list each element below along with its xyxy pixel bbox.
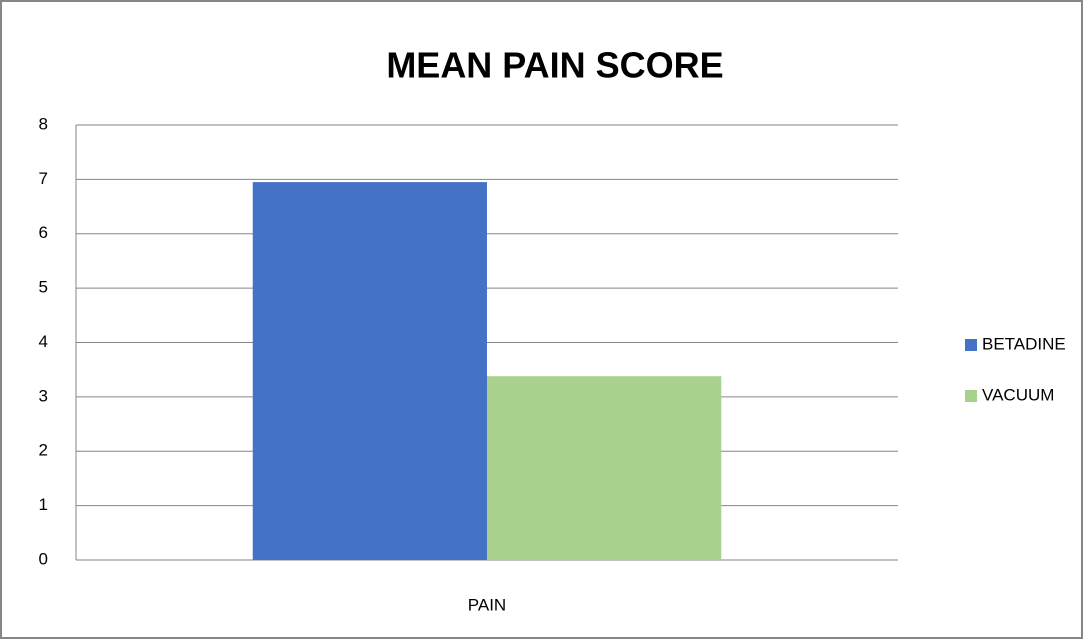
y-tick-label: 4 <box>39 332 48 351</box>
y-tick-label: 2 <box>39 441 48 460</box>
y-tick-label: 5 <box>39 278 48 297</box>
y-tick-label: 8 <box>39 114 48 133</box>
y-tick-label: 3 <box>39 386 48 405</box>
y-tick-label: 0 <box>39 549 48 568</box>
legend-label: VACUUM <box>982 385 1054 404</box>
bar <box>487 376 722 560</box>
chart-title: MEAN PAIN SCORE <box>386 45 723 86</box>
legend-label: BETADINE <box>982 334 1066 353</box>
y-tick-label: 7 <box>39 169 48 188</box>
x-tick-label: PAIN <box>468 595 506 614</box>
bar <box>252 182 487 560</box>
y-tick-label: 6 <box>39 223 48 242</box>
y-tick-label: 1 <box>39 495 48 514</box>
legend-swatch <box>965 390 977 402</box>
legend-swatch <box>965 339 977 351</box>
